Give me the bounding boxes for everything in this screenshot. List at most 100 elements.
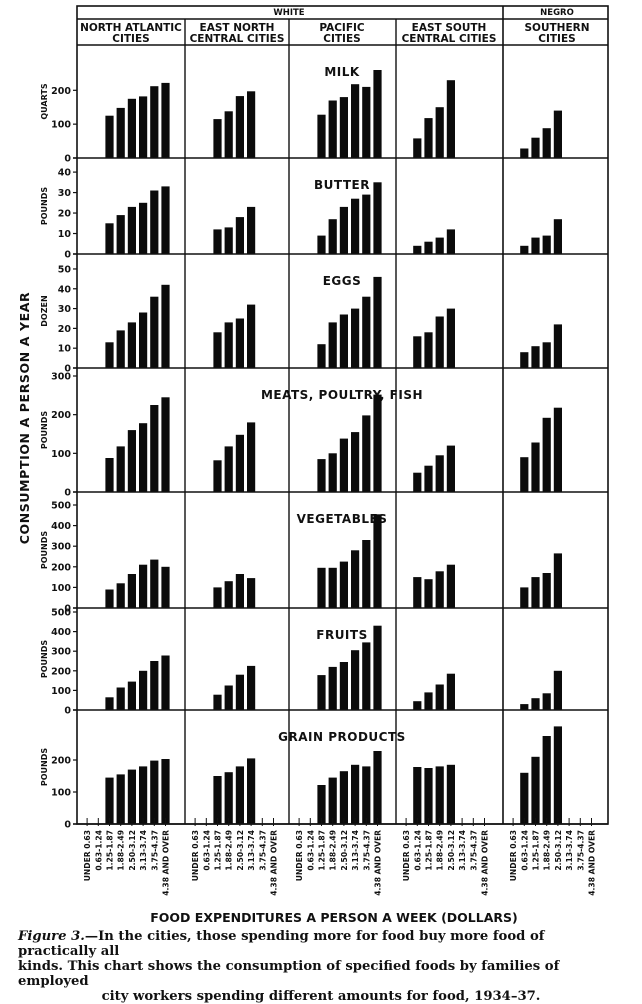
bar-vegetables-north-atlantic-3	[105, 589, 114, 608]
y-tick-label-vegetables-200: 200	[51, 562, 71, 573]
bar-grain-products-east-south-4	[435, 766, 444, 824]
x-tick-label-pacific-4: 1.88-2.49	[329, 830, 338, 871]
bar-grain-products-east-south-2	[413, 767, 422, 824]
bar-vegetables-pacific-3	[317, 567, 326, 608]
bar-butter-north-atlantic-5	[127, 206, 136, 254]
y-tick-label-butter-10: 10	[58, 229, 72, 240]
bar-vegetables-southern-2	[520, 587, 529, 608]
bar-grain-products-north-atlantic-5	[127, 769, 136, 824]
bar-milk-pacific-5	[339, 97, 348, 158]
bar-grain-products-north-atlantic-6	[139, 766, 148, 824]
x-tick-label-pacific-6: 3.13-3.74	[351, 830, 360, 871]
bar-fruits-east-south-4	[435, 684, 444, 710]
white-group-header: WHITE	[273, 8, 304, 18]
bar-meats-poultry-fish-southern-4	[542, 417, 551, 492]
bar-milk-north-atlantic-3	[105, 115, 114, 158]
bar-vegetables-north-atlantic-4	[116, 583, 125, 608]
bar-meats-poultry-fish-east-north-3	[213, 460, 222, 492]
panel-title-fruits: FRUITS	[316, 628, 367, 642]
x-tick-label-east-south-5: 2.50-3.12	[447, 830, 456, 871]
bar-eggs-pacific-5	[339, 314, 348, 368]
bar-eggs-pacific-7	[362, 296, 371, 368]
bar-meats-poultry-fish-north-atlantic-6	[139, 423, 148, 492]
bar-grain-products-southern-4	[542, 736, 551, 824]
bar-eggs-north-atlantic-8	[161, 284, 170, 368]
bar-eggs-north-atlantic-7	[150, 296, 159, 368]
bar-meats-poultry-fish-north-atlantic-5	[127, 430, 136, 492]
bar-milk-southern-2	[520, 148, 529, 158]
bar-grain-products-north-atlantic-7	[150, 760, 159, 824]
bar-butter-pacific-6	[351, 198, 360, 254]
panel-fruits: FRUITS POUNDS 0 100 200 300 400 500	[40, 608, 608, 717]
y-axis-common-label: CONSUMPTION A PERSON A YEAR	[17, 292, 32, 545]
caption-line-2: kinds. This chart shows the consumption …	[18, 959, 560, 989]
x-tick-label-north-atlantic-8: 4.38 AND OVER	[162, 830, 171, 896]
bar-meats-poultry-fish-east-south-4	[435, 455, 444, 492]
bar-milk-pacific-7	[362, 86, 371, 158]
bar-fruits-east-north-5	[235, 674, 244, 710]
y-tick-label-grain-products-0: 0	[64, 820, 71, 831]
region-header-2-line2: CENTRAL CITIES	[190, 33, 285, 45]
bar-fruits-southern-3	[531, 698, 540, 710]
bar-fruits-east-south-5	[446, 673, 455, 710]
bar-grain-products-southern-2	[520, 772, 529, 824]
bar-milk-southern-5	[553, 110, 562, 158]
bar-grain-products-southern-3	[531, 756, 540, 824]
x-tick-label-north-atlantic-2: 0.63-1.24	[94, 830, 103, 871]
bar-vegetables-southern-4	[542, 573, 551, 608]
bar-fruits-east-north-4	[224, 685, 233, 710]
panel-vegetables: VEGETABLES POUNDS 0 100 200 300 400 500	[40, 501, 608, 615]
bar-butter-north-atlantic-8	[161, 186, 170, 254]
bar-grain-products-east-north-5	[235, 766, 244, 824]
x-tick-label-southern-6: 3.13-3.74	[565, 830, 574, 871]
bar-eggs-east-south-3	[424, 332, 433, 368]
bar-milk-east-south-3	[424, 118, 433, 158]
panel-title-grain-products: GRAIN PRODUCTS	[278, 730, 406, 744]
bar-eggs-east-north-5	[235, 318, 244, 368]
bar-milk-north-atlantic-7	[150, 86, 159, 158]
x-tick-label-southern-2: 0.63-1.24	[520, 830, 529, 871]
panel-title-butter: BUTTER	[314, 178, 370, 192]
bar-fruits-pacific-4	[328, 666, 337, 710]
region-header-1-line1: NORTH ATLANTIC	[80, 22, 182, 34]
x-tick-label-pacific-5: 2.50-3.12	[340, 830, 349, 871]
bar-butter-north-atlantic-3	[105, 223, 114, 254]
chart-frame	[76, 5, 609, 825]
x-tick-label-southern-3: 1.25-1.87	[532, 830, 541, 871]
bar-vegetables-north-atlantic-6	[139, 564, 148, 608]
bar-grain-products-pacific-7	[362, 766, 371, 824]
y-tick-label-grain-products-200: 200	[51, 756, 71, 767]
bar-vegetables-pacific-8	[373, 514, 382, 608]
y-tick-label-vegetables-400: 400	[51, 521, 71, 532]
bar-eggs-east-north-6	[247, 304, 256, 368]
bar-vegetables-east-north-6	[247, 578, 256, 608]
bar-fruits-pacific-7	[362, 642, 371, 710]
bar-meats-poultry-fish-southern-5	[553, 407, 562, 492]
bar-grain-products-east-south-5	[446, 764, 455, 824]
bar-butter-north-atlantic-6	[139, 202, 148, 254]
bar-meats-poultry-fish-pacific-5	[339, 438, 348, 492]
bar-milk-east-north-6	[247, 91, 256, 158]
x-tick-label-north-atlantic-4: 1.88-2.49	[117, 830, 126, 871]
bar-fruits-north-atlantic-3	[105, 697, 114, 710]
bar-fruits-pacific-6	[351, 650, 360, 710]
bar-eggs-pacific-3	[317, 344, 326, 368]
bar-grain-products-east-north-4	[224, 772, 233, 824]
panel-butter: BUTTER POUNDS 0 10 20 30 40	[40, 168, 608, 261]
bar-butter-pacific-3	[317, 235, 326, 254]
bar-meats-poultry-fish-east-south-3	[424, 465, 433, 492]
bar-fruits-pacific-8	[373, 625, 382, 710]
bar-eggs-north-atlantic-4	[116, 330, 125, 368]
unit-label-milk: QUARTS	[40, 83, 49, 120]
region-header-2-line1: EAST NORTH	[200, 22, 275, 34]
region-header-3-line2: CITIES	[323, 33, 360, 45]
bar-milk-east-north-5	[235, 96, 244, 158]
x-tick-label-east-south-1: UNDER 0.63	[402, 830, 411, 881]
bar-eggs-east-south-4	[435, 316, 444, 368]
bar-vegetables-east-south-3	[424, 579, 433, 608]
bar-butter-east-south-3	[424, 241, 433, 254]
panels-layer: MILKQUARTS0100200BUTTERPOUNDS010203040EG…	[40, 65, 608, 831]
x-tick-label-east-north-2: 0.63-1.24	[202, 830, 211, 871]
y-tick-label-fruits-400: 400	[51, 627, 71, 638]
bar-milk-pacific-4	[328, 100, 337, 158]
